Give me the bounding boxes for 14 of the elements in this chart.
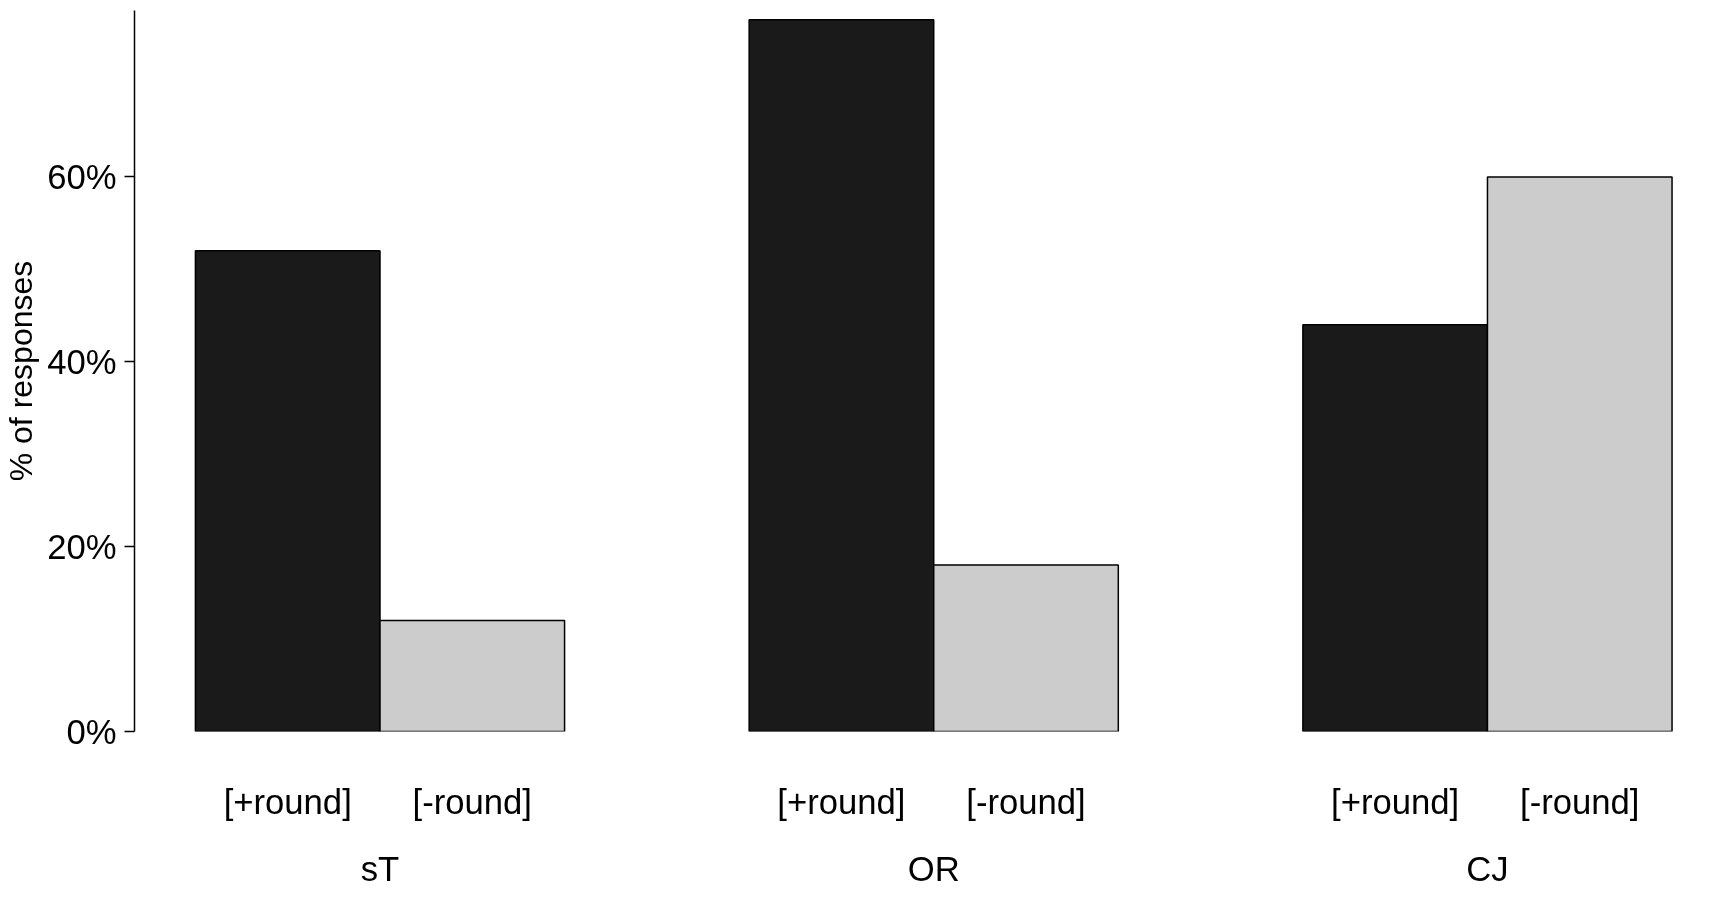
x-tick-label: OR: [907, 849, 960, 888]
series-label: [+round]: [223, 782, 352, 821]
text: [-round]: [1520, 782, 1640, 821]
text: [-round]: [966, 782, 1086, 821]
y-tick-label: 0%: [66, 712, 117, 751]
y-tick-label: 20%: [47, 527, 117, 566]
y-tick-label: 40%: [47, 342, 117, 381]
x-tick-label: CJ: [1466, 849, 1509, 888]
y-axis-title: % of responses: [3, 260, 40, 482]
series-label: [-round]: [412, 782, 532, 821]
text: [+round]: [777, 782, 906, 821]
text: [+round]: [1331, 782, 1460, 821]
y-tick-label: 60%: [47, 157, 117, 196]
x-tick-label: sT: [360, 849, 400, 888]
